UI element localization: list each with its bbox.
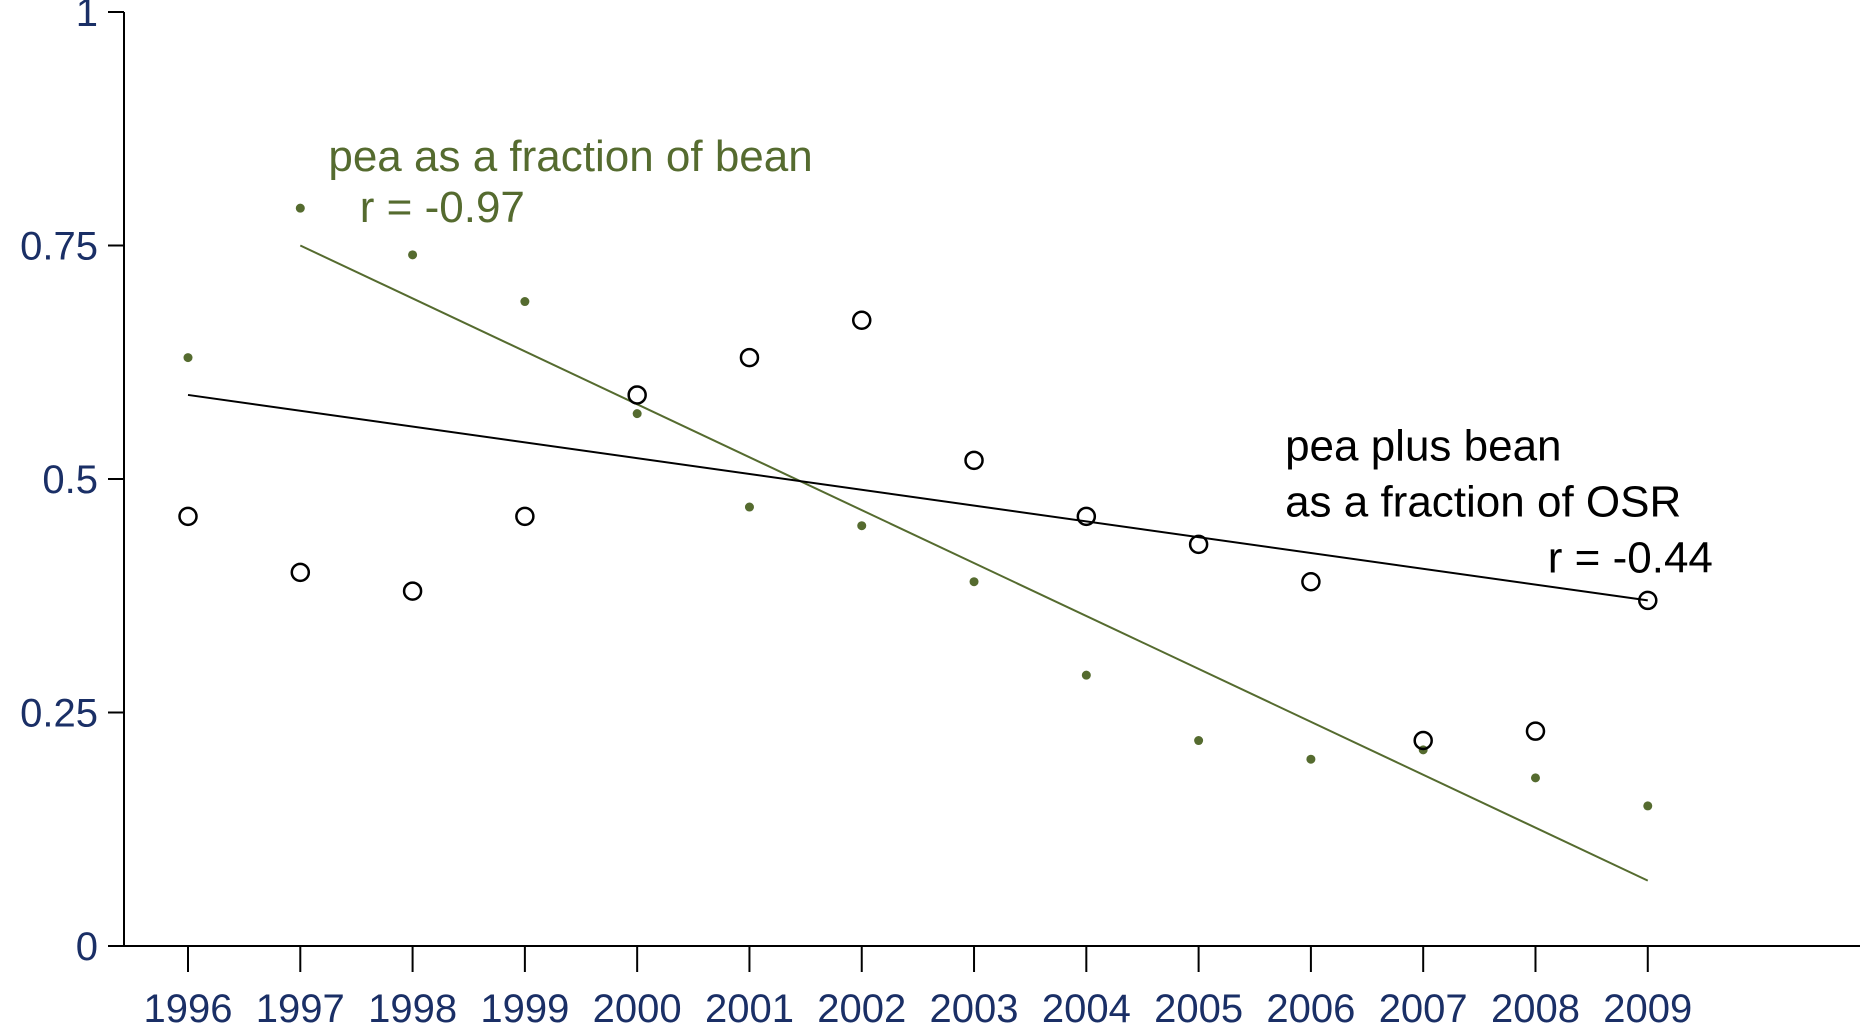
y-tick-label-2: 0.5 — [42, 458, 98, 502]
x-tick-label-7: 2003 — [930, 987, 1019, 1029]
x-tick-label-3: 1999 — [480, 987, 569, 1029]
trend-line-pea_plus_bean_osr — [187, 393, 1648, 602]
annotation-pea_line2: r = -0.97 — [360, 183, 525, 232]
trend-lines — [187, 244, 1649, 882]
x-tick-label-1: 1997 — [256, 987, 345, 1029]
point-pea_bean-1996 — [183, 353, 193, 363]
point-pea_bean-2008 — [1530, 773, 1540, 783]
point-pea_bean-2000 — [632, 409, 642, 419]
y-tick-label-4: 1 — [76, 0, 98, 35]
x-tick-label-5: 2001 — [705, 987, 794, 1029]
y-tick-label-3: 0.75 — [20, 225, 98, 269]
annotation-osr_line1: pea plus bean — [1285, 421, 1561, 470]
point-pea_plus_bean_osr-2006 — [1301, 571, 1321, 592]
point-pea_bean-2006 — [1306, 754, 1316, 764]
point-pea_plus_bean_osr-2008 — [1525, 721, 1546, 741]
point-pea_plus_bean_osr-1999 — [515, 506, 535, 527]
x-tick-label-2: 1998 — [368, 987, 457, 1029]
point-pea_bean-1998 — [408, 250, 418, 260]
point-pea_bean-2003 — [969, 577, 979, 587]
point-pea_bean-1999 — [520, 297, 530, 307]
point-pea_plus_bean_osr-1998 — [402, 581, 423, 601]
y-tick-label-1: 0.25 — [20, 692, 98, 736]
point-pea_plus_bean_osr-1997 — [290, 562, 311, 583]
x-tick-label-13: 2009 — [1603, 987, 1692, 1029]
point-pea_plus_bean_osr-1996 — [178, 506, 198, 527]
x-tick-label-12: 2008 — [1491, 987, 1580, 1029]
annotation-osr_line3: r = -0.44 — [1548, 533, 1713, 582]
x-tick-label-9: 2005 — [1154, 987, 1243, 1029]
y-tick-label-0: 0 — [76, 925, 98, 969]
x-tick-label-4: 2000 — [593, 987, 682, 1029]
point-pea_bean-1997 — [295, 203, 305, 213]
point-pea_plus_bean_osr-2009 — [1638, 590, 1658, 611]
point-pea_bean-2004 — [1081, 670, 1091, 680]
point-pea_bean-2001 — [744, 502, 754, 512]
x-tick-label-11: 2007 — [1379, 987, 1468, 1029]
point-pea_plus_bean_osr-2007 — [1413, 730, 1433, 751]
annotation-osr_line2: as a fraction of OSR — [1285, 477, 1681, 526]
point-pea_plus_bean_osr-2005 — [1188, 534, 1209, 555]
point-pea_bean-2009 — [1643, 801, 1653, 811]
data-points — [178, 203, 1658, 811]
x-tick-label-0: 1996 — [144, 987, 233, 1029]
x-tick-label-10: 2006 — [1266, 987, 1355, 1029]
point-pea_plus_bean_osr-2001 — [739, 347, 760, 368]
point-pea_bean-2005 — [1194, 736, 1204, 746]
point-pea_bean-2002 — [857, 521, 867, 531]
point-pea_plus_bean_osr-2000 — [627, 385, 647, 405]
axes: 0 0.25 0.5 0.75 1 1996 1997 1998 1999 2000 2001 200… — [20, 0, 1860, 1029]
x-tick-label-8: 2004 — [1042, 987, 1131, 1029]
point-pea_plus_bean_osr-2004 — [1076, 506, 1097, 527]
trend-line-pea_bean — [299, 244, 1649, 882]
annotation-pea_line1: pea as a fraction of bean — [328, 132, 812, 181]
point-pea_plus_bean_osr-2002 — [851, 310, 872, 330]
x-tick-label-6: 2002 — [817, 987, 906, 1029]
point-pea_plus_bean_osr-2003 — [964, 450, 984, 471]
